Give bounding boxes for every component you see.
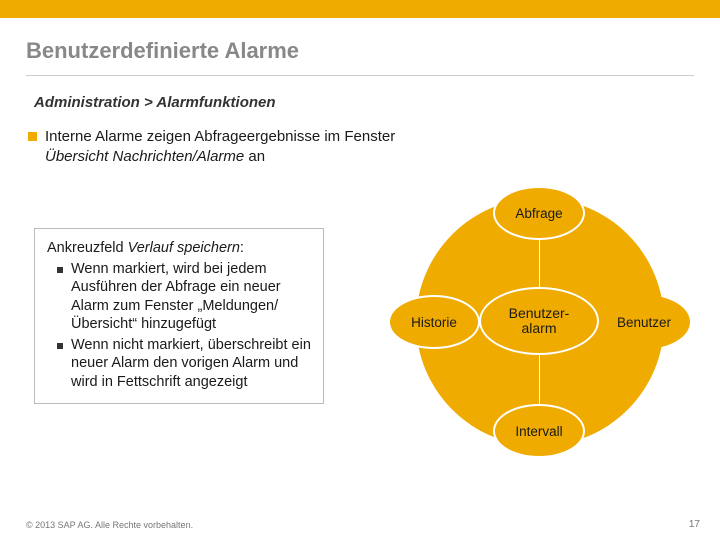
textbox-lead-pre: Ankreuzfeld <box>47 240 128 256</box>
top-accent-bar <box>0 0 720 18</box>
breadcrumb: Administration > Alarmfunktionen <box>34 94 276 111</box>
textbox-lead-italic: Verlauf speichern <box>128 240 240 256</box>
square-bullet-icon <box>28 132 37 141</box>
page-number: 17 <box>689 519 700 530</box>
diagram-node-top: Abfrage <box>493 186 585 240</box>
slide-title: Benutzerdefinierte Alarme <box>26 38 299 64</box>
venn-diagram: Abfrage Historie Benutzer Intervall Benu… <box>370 190 710 455</box>
textbox-sub-item: Wenn markiert, wird bei jedem Ausführen … <box>47 260 311 334</box>
info-textbox: Ankreuzfeld Verlauf speichern: Wenn mark… <box>34 228 324 404</box>
title-divider <box>26 75 694 76</box>
diagram-node-right: Benutzer <box>598 295 690 349</box>
bullet-text-italic: Übersicht Nachrichten/Alarme <box>45 148 244 165</box>
diagram-node-left: Historie <box>388 295 480 349</box>
bullet-row: Interne Alarme zeigen Abfrageergebnisse … <box>28 127 445 166</box>
diagram-center-line1: Benutzer- <box>509 305 570 321</box>
copyright-text: © 2013 SAP AG. Alle Rechte vorbehalten. <box>26 520 193 530</box>
square-bullet-icon <box>57 343 63 349</box>
diagram-node-bottom: Intervall <box>493 404 585 458</box>
square-bullet-icon <box>57 267 63 273</box>
diagram-center-line2: alarm <box>521 320 556 336</box>
textbox-lead: Ankreuzfeld Verlauf speichern: <box>47 239 311 258</box>
textbox-lead-post: : <box>240 240 244 256</box>
bullet-text-post: an <box>244 148 265 165</box>
textbox-sub-text: Wenn markiert, wird bei jedem Ausführen … <box>71 260 311 334</box>
bullet-text-pre: Interne Alarme zeigen Abfrageergebnisse … <box>45 128 395 145</box>
diagram-node-center: Benutzer- alarm <box>479 287 599 355</box>
textbox-sub-text: Wenn nicht markiert, überschreibt ein ne… <box>71 336 311 392</box>
textbox-sub-item: Wenn nicht markiert, überschreibt ein ne… <box>47 336 311 392</box>
bullet-text: Interne Alarme zeigen Abfrageergebnisse … <box>45 127 445 166</box>
slide: Benutzerdefinierte Alarme Administration… <box>0 0 720 540</box>
footer-copyright: © 2013 SAP AG. Alle Rechte vorbehalten. <box>26 520 193 530</box>
